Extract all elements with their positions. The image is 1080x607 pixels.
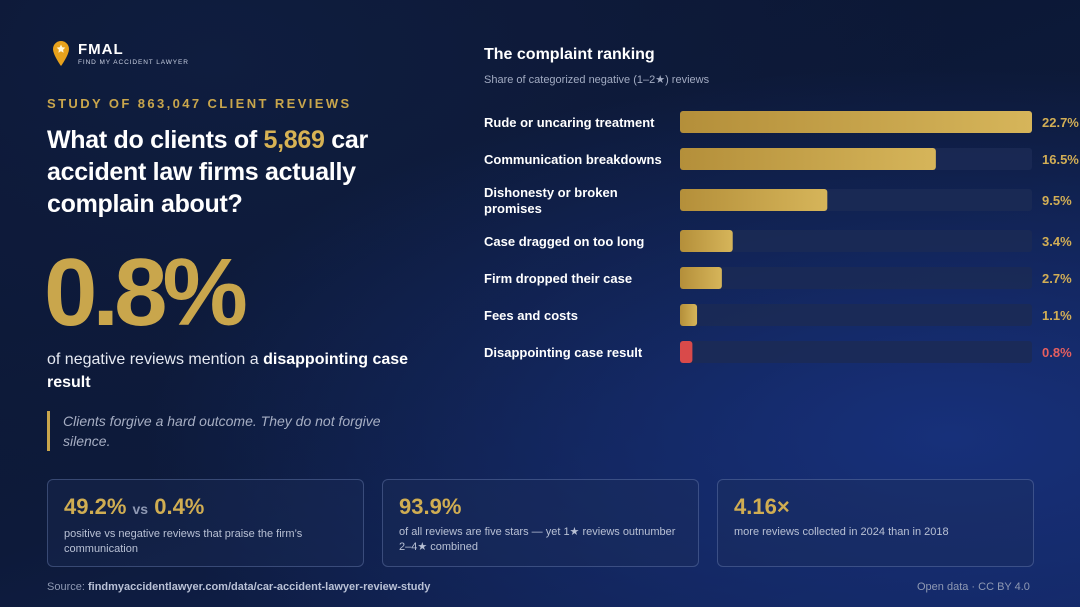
- bar-value-label: 16.5%: [1042, 152, 1079, 167]
- caption-pre: of negative reviews mention a: [47, 351, 264, 368]
- bar-value-label: 0.8%: [1042, 345, 1072, 360]
- stat-value: 93.9%: [399, 494, 462, 519]
- bar-label: Communication breakdowns: [484, 152, 662, 167]
- chart-subtitle: Share of categorized negative (1–2★) rev…: [484, 74, 710, 86]
- stat-card-communication: 49.2% vs 0.4% positive vs negative revie…: [47, 479, 364, 567]
- bar-value-label: 22.7%: [1042, 115, 1079, 130]
- bar-label: Case dragged on too long: [484, 234, 644, 249]
- brand-name: FMAL: [78, 40, 124, 58]
- stat-value-primary: 49.2%: [64, 494, 127, 519]
- stat-card-review-growth: 4.16× more reviews collected in 2024 tha…: [717, 479, 1034, 567]
- bar-track: [680, 341, 1032, 363]
- headline-highlight: 5,869: [263, 126, 325, 154]
- stat-card-five-stars: 93.9% of all reviews are five stars — ye…: [382, 479, 699, 567]
- big-stat: 0.8%: [44, 239, 248, 346]
- bar-label: Dishonesty or broken promises: [484, 185, 618, 216]
- stat-description: more reviews collected in 2024 than in 2…: [734, 526, 949, 538]
- headline: What do clients of 5,869 car accident la…: [47, 124, 427, 220]
- bar-value-label: 2.7%: [1042, 271, 1072, 286]
- chart-title: The complaint ranking: [484, 46, 655, 63]
- bar-track: [680, 304, 1032, 326]
- map-pin-star-icon: [53, 41, 69, 66]
- bar: [680, 230, 733, 252]
- headline-pre: What do clients of: [47, 126, 264, 154]
- bar-track: [680, 230, 1032, 252]
- stat-value-secondary: 0.4%: [154, 494, 205, 519]
- stat-vs: vs: [132, 501, 149, 517]
- stat-value: 4.16×: [734, 494, 790, 519]
- bar-label: Rude or uncaring treatment: [484, 115, 655, 130]
- stat-value: 49.2% vs 0.4%: [64, 494, 347, 522]
- complaint-bar-chart: Rude or uncaring treatment 22.7% Communica…: [484, 111, 1079, 363]
- brand-logo: FMAL FIND MY ACCIDENT LAWYER: [52, 40, 189, 68]
- big-stat-caption: of negative reviews mention a disappoint…: [47, 348, 427, 394]
- bar: [680, 304, 698, 326]
- bar-value-label: 3.4%: [1042, 234, 1072, 249]
- caption-bold: disappointing case result: [47, 351, 409, 391]
- headline-post: car accident law firms actually complain…: [47, 126, 368, 218]
- stat-description: positive vs negative reviews that praise…: [64, 528, 303, 555]
- bar: [680, 148, 936, 170]
- bar-label: Disappointing case result: [484, 345, 643, 360]
- bar: [680, 267, 722, 289]
- bar-label: Firm dropped their case: [484, 271, 632, 286]
- bar-value-label: 9.5%: [1042, 193, 1072, 208]
- source-note: Source: findmyaccidentlawyer.com/data/ca…: [47, 581, 430, 593]
- source-link[interactable]: findmyaccidentlawyer.com/data/car-accide…: [87, 581, 431, 593]
- bar-value-label: 1.1%: [1042, 308, 1072, 323]
- bar: [680, 341, 693, 363]
- study-label: STUDY OF 863,047 CLIENT REVIEWS: [47, 96, 352, 111]
- bar-track: [680, 267, 1032, 289]
- pull-quote: Clients forgive a hard outcome. They do …: [47, 411, 407, 451]
- bar: [680, 111, 1032, 133]
- bar-label: Fees and costs: [484, 308, 578, 323]
- stat-description: of all reviews are five stars — yet 1★ r…: [399, 526, 676, 553]
- bar: [680, 189, 828, 211]
- license-note: Open data · CC BY 4.0: [917, 581, 1030, 593]
- source-label: Source:: [47, 581, 88, 593]
- brand-tagline: FIND MY ACCIDENT LAWYER: [78, 58, 189, 66]
